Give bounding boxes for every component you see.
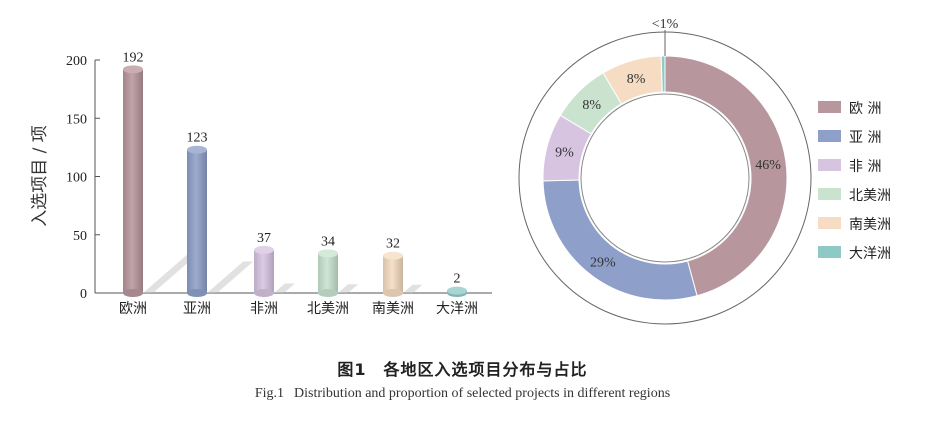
bar-shadow (403, 284, 423, 293)
bar-top (447, 286, 467, 295)
figure-caption-chinese: 图1 各地区入选项目分布与占比 (337, 360, 588, 379)
figure-caption-english-text: Distribution and proportion of selected … (294, 386, 671, 401)
x-tick-label: 非洲 (250, 301, 278, 317)
bar-base (318, 289, 338, 297)
x-tick-label: 北美洲 (307, 301, 349, 317)
y-tick-label: 200 (66, 54, 87, 69)
legend-label: 欧 洲 (849, 101, 881, 117)
legend-swatch (818, 159, 841, 171)
bar-base (123, 289, 143, 297)
donut-slice (660, 55, 666, 93)
bar (318, 253, 338, 293)
bar-shadow (338, 284, 359, 293)
bar-data-label: 123 (187, 131, 208, 146)
legend-label: 南美洲 (849, 217, 891, 233)
x-tick-label: 大洋洲 (436, 301, 478, 317)
bar (123, 69, 143, 293)
legend-swatch (818, 188, 841, 200)
x-tick-label: 亚洲 (183, 301, 211, 317)
slice-label: <1% (652, 17, 679, 32)
slice-label: 8% (582, 98, 601, 113)
legend-swatch (818, 246, 841, 258)
y-tick-label: 100 (66, 171, 87, 186)
legend-label: 大洋洲 (849, 246, 891, 262)
donut-inner-circle (580, 93, 750, 263)
donut-chart: 46% 29% 9% 8% 8% <1% (518, 17, 812, 325)
legend-label: 非 洲 (849, 159, 881, 175)
legend-item: 大洋洲 (818, 246, 891, 262)
legend-item: 南美洲 (818, 217, 891, 233)
bar-data-label: 32 (386, 237, 400, 252)
bar-shadow (207, 261, 254, 293)
figure-caption-english: Fig.1 Distribution and proportion of sele… (0, 386, 925, 402)
bar-top (187, 145, 207, 154)
y-tick-label: 150 (66, 112, 87, 127)
bar-chart: 0 50 100 150 200 入选项目 / 项 192 欧洲 123 亚洲 37 非洲 34 北美洲 3… (30, 50, 492, 317)
donut-slice (664, 55, 788, 297)
bar-shadow (274, 283, 295, 293)
slice-label: 9% (555, 145, 574, 160)
legend-label: 亚 洲 (849, 130, 881, 146)
bar-base (383, 289, 403, 297)
legend-item: 非 洲 (818, 159, 881, 175)
bar-top (383, 251, 403, 260)
bar-top (123, 65, 143, 74)
slice-label: 8% (627, 72, 646, 87)
x-tick-label: 欧洲 (119, 301, 147, 317)
bar-data-label: 34 (321, 234, 335, 249)
legend-swatch (818, 217, 841, 229)
legend-label: 北美洲 (849, 188, 891, 204)
bar (383, 255, 403, 293)
legend-item: 北美洲 (818, 188, 891, 204)
donut-slice (542, 179, 698, 301)
figure-number: Fig.1 (254, 386, 285, 401)
bar-top (254, 245, 274, 254)
bar-top (318, 249, 338, 258)
legend-swatch (818, 130, 841, 142)
bar-base (187, 289, 207, 297)
figure-charts: 0 50 100 150 200 入选项目 / 项 192 欧洲 123 亚洲 37 非洲 34 北美洲 3… (30, 17, 891, 325)
bar (187, 149, 207, 293)
legend-item: 欧 洲 (818, 101, 881, 117)
bar (254, 249, 274, 293)
legend-swatch (818, 101, 841, 113)
bar-data-label: 37 (257, 231, 271, 246)
y-tick-label: 0 (80, 287, 87, 302)
y-tick-label: 50 (73, 229, 87, 244)
bar-base (254, 289, 274, 297)
x-tick-label: 南美洲 (372, 301, 414, 317)
bar-data-label: 192 (123, 50, 144, 65)
bar-data-label: 2 (454, 272, 461, 287)
y-axis-label: 入选项目 / 项 (30, 125, 50, 227)
slice-label: 46% (755, 158, 781, 173)
legend-item: 亚 洲 (818, 130, 881, 146)
slice-label: 29% (590, 255, 616, 270)
